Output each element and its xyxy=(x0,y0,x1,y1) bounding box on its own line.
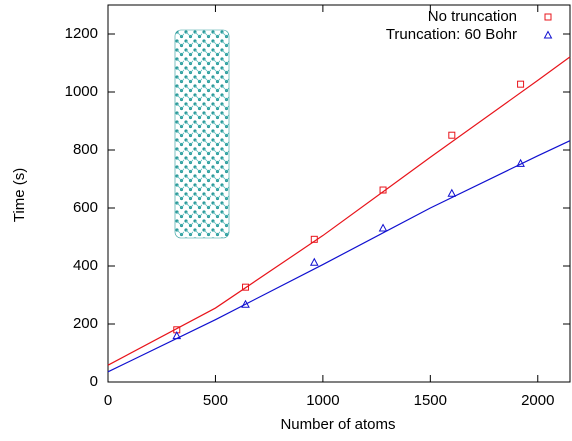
y-tick-label: 600 xyxy=(73,199,98,216)
fit-line xyxy=(107,56,571,366)
x-tick-label: 1000 xyxy=(306,392,339,409)
y-tick-label: 1000 xyxy=(65,83,98,100)
data-point xyxy=(172,331,182,340)
x-tick-label: 500 xyxy=(203,392,228,409)
y-tick-label: 400 xyxy=(73,257,98,274)
x-tick-label: 2000 xyxy=(521,392,554,409)
y-tick-label: 200 xyxy=(73,315,98,332)
plot-frame xyxy=(107,4,571,383)
data-point xyxy=(517,80,525,88)
data-point xyxy=(241,299,250,308)
legend-marker xyxy=(543,30,553,39)
fit-line xyxy=(107,140,571,373)
data-point xyxy=(309,257,319,266)
y-axis-label: Time (s) xyxy=(11,168,28,222)
data-point xyxy=(447,188,457,197)
x-axis-label: Number of atoms xyxy=(280,416,395,433)
nanotube-illustration xyxy=(174,29,230,239)
y-tick-label: 800 xyxy=(73,141,98,158)
data-point xyxy=(448,131,456,139)
data-point xyxy=(516,158,525,167)
data-point xyxy=(242,283,250,291)
y-tick-label: 1200 xyxy=(65,25,98,42)
x-tick-label: 0 xyxy=(104,392,112,409)
legend-label: No truncation xyxy=(428,8,517,25)
legend-marker xyxy=(544,13,552,21)
data-point xyxy=(379,186,387,194)
legend-label: Truncation: 60 Bohr xyxy=(386,26,517,43)
x-tick-label: 1500 xyxy=(414,392,447,409)
data-point xyxy=(378,223,388,232)
y-tick-label: 0 xyxy=(90,373,98,390)
data-point xyxy=(310,235,318,243)
